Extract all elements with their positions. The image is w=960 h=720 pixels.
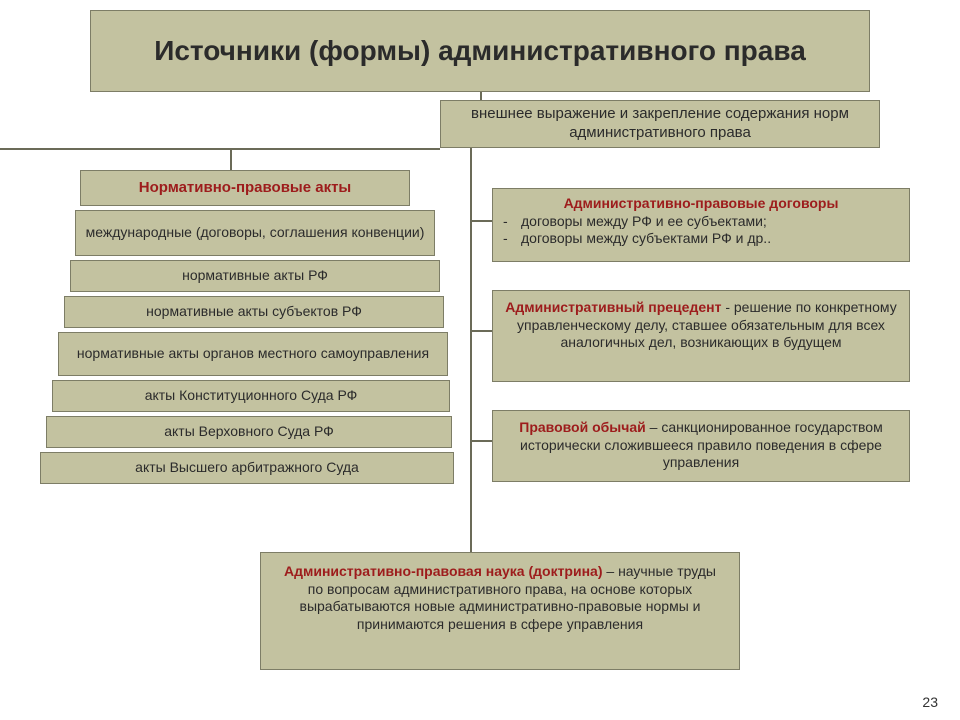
- doctrine-box: Административно-правовая наука (доктрина…: [260, 552, 740, 670]
- custom-box: Правовой обычай – санкционированное госу…: [492, 410, 910, 482]
- connector: [470, 220, 492, 222]
- contracts-title: Административно-правовые договоры: [503, 195, 899, 213]
- left-item: акты Высшего арбитражного Суда: [40, 452, 454, 484]
- connector-trunk: [470, 148, 472, 552]
- left-item: акты Конституционного Суда РФ: [52, 380, 450, 412]
- connector: [470, 330, 492, 332]
- contracts-box: Административно-правовые договоры -догов…: [492, 188, 910, 262]
- left-item: международные (договоры, соглашения конв…: [75, 210, 435, 256]
- doctrine-title: Административно-правовая наука (доктрина…: [284, 563, 603, 579]
- connector: [0, 148, 440, 150]
- connector: [470, 440, 492, 442]
- precedent-title: Административный прецедент: [505, 299, 721, 315]
- connector: [230, 148, 232, 170]
- left-item: нормативные акты РФ: [70, 260, 440, 292]
- left-header-text: Нормативно-правовые акты: [139, 179, 352, 198]
- diagram-canvas: Источники (формы) административного прав…: [0, 0, 960, 720]
- left-item: акты Верховного Суда РФ: [46, 416, 452, 448]
- precedent-box: Административный прецедент - решение по …: [492, 290, 910, 382]
- custom-title: Правовой обычай: [519, 419, 646, 435]
- left-header-box: Нормативно-правовые акты: [80, 170, 410, 206]
- diagram-title: Источники (формы) административного прав…: [90, 10, 870, 92]
- left-item: нормативные акты субъектов РФ: [64, 296, 444, 328]
- contracts-item: -договоры между РФ и ее субъектами;: [503, 213, 767, 231]
- page-number: 23: [922, 694, 938, 710]
- contracts-item: -договоры между субъектами РФ и др..: [503, 230, 771, 248]
- left-item: нормативные акты органов местного самоуп…: [58, 332, 448, 376]
- definition-box: внешнее выражение и закрепление содержан…: [440, 100, 880, 148]
